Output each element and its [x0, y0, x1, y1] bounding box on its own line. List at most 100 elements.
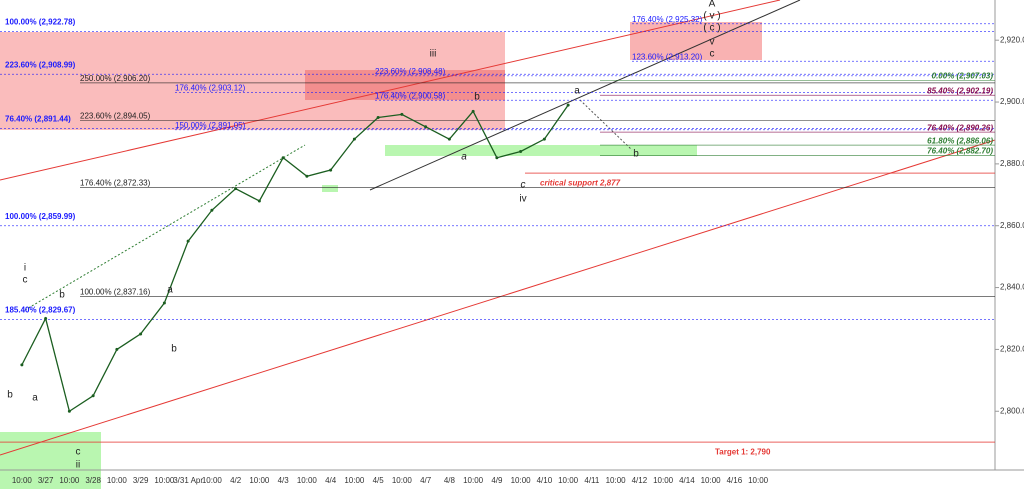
x-tick-label: 4/2 — [230, 476, 242, 485]
support-zone — [385, 145, 697, 156]
wave-label: iv — [519, 194, 526, 205]
x-tick-label: 10:00 — [344, 476, 365, 485]
level-label: 223.60% (2,894.05) — [80, 112, 151, 121]
x-tick-label: 4/7 — [420, 476, 432, 485]
level-label: 100.00% (2,859.99) — [5, 212, 76, 221]
level-label: 250.00% (2,906.20) — [80, 74, 151, 83]
price-point — [44, 316, 48, 320]
wave-label: a — [32, 393, 38, 404]
x-tick-label: 4/12 — [632, 476, 648, 485]
wave-label: b — [59, 290, 65, 301]
price-point — [162, 301, 166, 305]
y-tick-label: 2,920.00 — [1000, 35, 1024, 44]
x-tick-label: 3/27 — [38, 476, 54, 485]
level-label: 176.40% (2,900.58) — [375, 91, 446, 100]
level-label: 185.40% (2,829.67) — [5, 306, 76, 315]
x-tick-label: 4/3 — [278, 476, 290, 485]
wave-label: A — [709, 0, 716, 10]
price-point — [447, 137, 451, 141]
level-label: 85.40% (2,902.19) — [927, 86, 993, 95]
x-tick-label: 10:00 — [202, 476, 223, 485]
price-point — [139, 332, 143, 336]
wave-label: b — [171, 344, 177, 355]
price-point — [281, 156, 285, 160]
x-tick-label: 4/14 — [679, 476, 695, 485]
x-tick-label: 10:00 — [107, 476, 128, 485]
x-tick-label: 10:00 — [463, 476, 484, 485]
level-label: 123.60% (2,913.20) — [632, 52, 703, 61]
wave-label: i — [24, 263, 26, 274]
y-tick-label: 2,900.00 — [1000, 97, 1024, 106]
x-tick-label: 10:00 — [392, 476, 413, 485]
price-point — [186, 239, 190, 243]
y-tick-label: 2,860.00 — [1000, 221, 1024, 230]
x-tick-label: 4/8 — [444, 476, 456, 485]
price-point — [257, 199, 261, 203]
projection-line — [579, 99, 633, 151]
x-tick-label: 4/5 — [373, 476, 385, 485]
wave-label: ( c ) — [703, 23, 720, 34]
level-label: 223.60% (2,908.48) — [375, 67, 446, 76]
price-point — [542, 137, 546, 141]
level-label: 176.40% (2,903.12) — [175, 84, 246, 93]
wave-label: c — [710, 49, 715, 60]
level-label: 223.60% (2,908.99) — [5, 60, 76, 69]
level-label: 100.00% (2,922.78) — [5, 18, 76, 27]
small-zone — [322, 185, 338, 192]
x-tick-label: 4/16 — [727, 476, 743, 485]
level-label: critical support 2,877 — [540, 178, 621, 187]
level-label: 76.40% (2,891.44) — [5, 115, 71, 124]
price-point — [566, 103, 570, 107]
level-label: 176.40% (2,872.33) — [80, 179, 151, 188]
wave-label: iii — [430, 49, 437, 60]
wave-label: c — [521, 180, 526, 191]
x-tick-label: 10:00 — [297, 476, 318, 485]
price-point — [67, 409, 71, 413]
level-label: 150.00% (2,891.05) — [175, 121, 246, 130]
wave-label: ii — [76, 460, 80, 471]
target-zone — [630, 22, 762, 60]
wave-label: c — [76, 447, 81, 458]
wave-label: ( v ) — [703, 11, 720, 22]
price-point — [495, 156, 499, 160]
x-tick-label: 10:00 — [748, 476, 769, 485]
wave-label: b — [633, 149, 639, 160]
x-tick-label: 4/4 — [325, 476, 337, 485]
price-point — [20, 363, 24, 367]
x-tick-label: 10:00 — [701, 476, 722, 485]
level-label: 100.00% (2,837.16) — [80, 287, 151, 296]
trend-line — [0, 139, 996, 456]
wave-label: v — [710, 37, 715, 48]
y-tick-label: 2,820.00 — [1000, 345, 1024, 354]
y-tick-label: 2,880.00 — [1000, 159, 1024, 168]
price-point — [329, 168, 333, 172]
x-tick-label: 10:00 — [12, 476, 33, 485]
x-tick-label: 3/29 — [133, 476, 149, 485]
level-label: 0.00% (2,907.03) — [932, 71, 994, 80]
y-tick-label: 2,800.00 — [1000, 406, 1024, 415]
x-tick-label: 10:00 — [511, 476, 532, 485]
price-point — [91, 394, 95, 398]
price-point — [210, 208, 214, 212]
price-point — [376, 116, 380, 119]
wave-label: c — [23, 275, 28, 286]
price-point — [352, 137, 356, 141]
resistance-core — [305, 70, 505, 100]
wave-label: a — [461, 152, 467, 163]
wave-label: a — [574, 86, 580, 97]
wave-label: a — [167, 285, 173, 296]
price-point — [400, 112, 404, 116]
price-point — [471, 109, 475, 113]
x-tick-label: 10:00 — [249, 476, 270, 485]
y-tick-label: 2,840.00 — [1000, 283, 1024, 292]
price-point — [305, 174, 309, 178]
x-tick-label: 3/31 Apr — [173, 476, 203, 485]
trend-line — [0, 0, 781, 181]
x-tick-label: 4/10 — [537, 476, 553, 485]
level-label: Target 1: 2,790 — [715, 447, 771, 456]
price-point — [519, 150, 523, 154]
level-label: 76.40% (2,890.26) — [927, 123, 993, 132]
wave-ii-zone — [0, 432, 101, 489]
x-tick-label: 10:00 — [606, 476, 627, 485]
